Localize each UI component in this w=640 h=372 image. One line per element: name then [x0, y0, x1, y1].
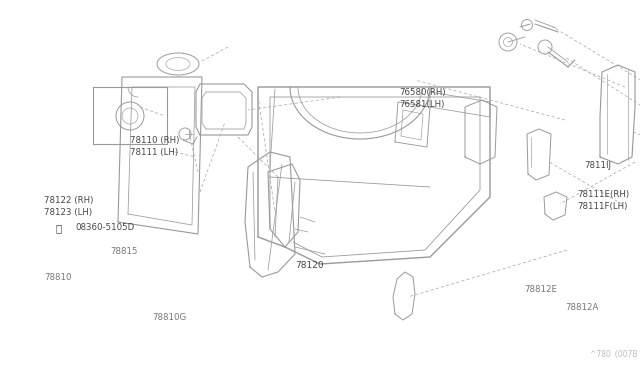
Text: 08360-5105D: 08360-5105D: [75, 224, 134, 232]
Text: 78812E: 78812E: [524, 285, 557, 295]
Text: 78810: 78810: [44, 273, 72, 282]
Text: ^780 (007B: ^780 (007B: [590, 350, 637, 359]
Text: 7811IJ: 7811IJ: [584, 160, 611, 170]
Text: 78120: 78120: [295, 262, 324, 270]
Text: 78110 (RH): 78110 (RH): [130, 135, 179, 144]
Text: 76580(RH): 76580(RH): [399, 87, 445, 96]
Text: 78123 (LH): 78123 (LH): [44, 208, 92, 217]
Text: 78111F(LH): 78111F(LH): [577, 202, 627, 212]
Text: Ⓢ: Ⓢ: [55, 223, 61, 233]
Text: 78815: 78815: [110, 247, 138, 257]
Text: 78810G: 78810G: [152, 314, 186, 323]
Text: 78111E(RH): 78111E(RH): [577, 190, 629, 199]
Text: 78111 (LH): 78111 (LH): [130, 148, 178, 157]
Text: 76581(LH): 76581(LH): [399, 99, 444, 109]
Text: 78812A: 78812A: [565, 304, 598, 312]
Text: 78122 (RH): 78122 (RH): [44, 196, 93, 205]
